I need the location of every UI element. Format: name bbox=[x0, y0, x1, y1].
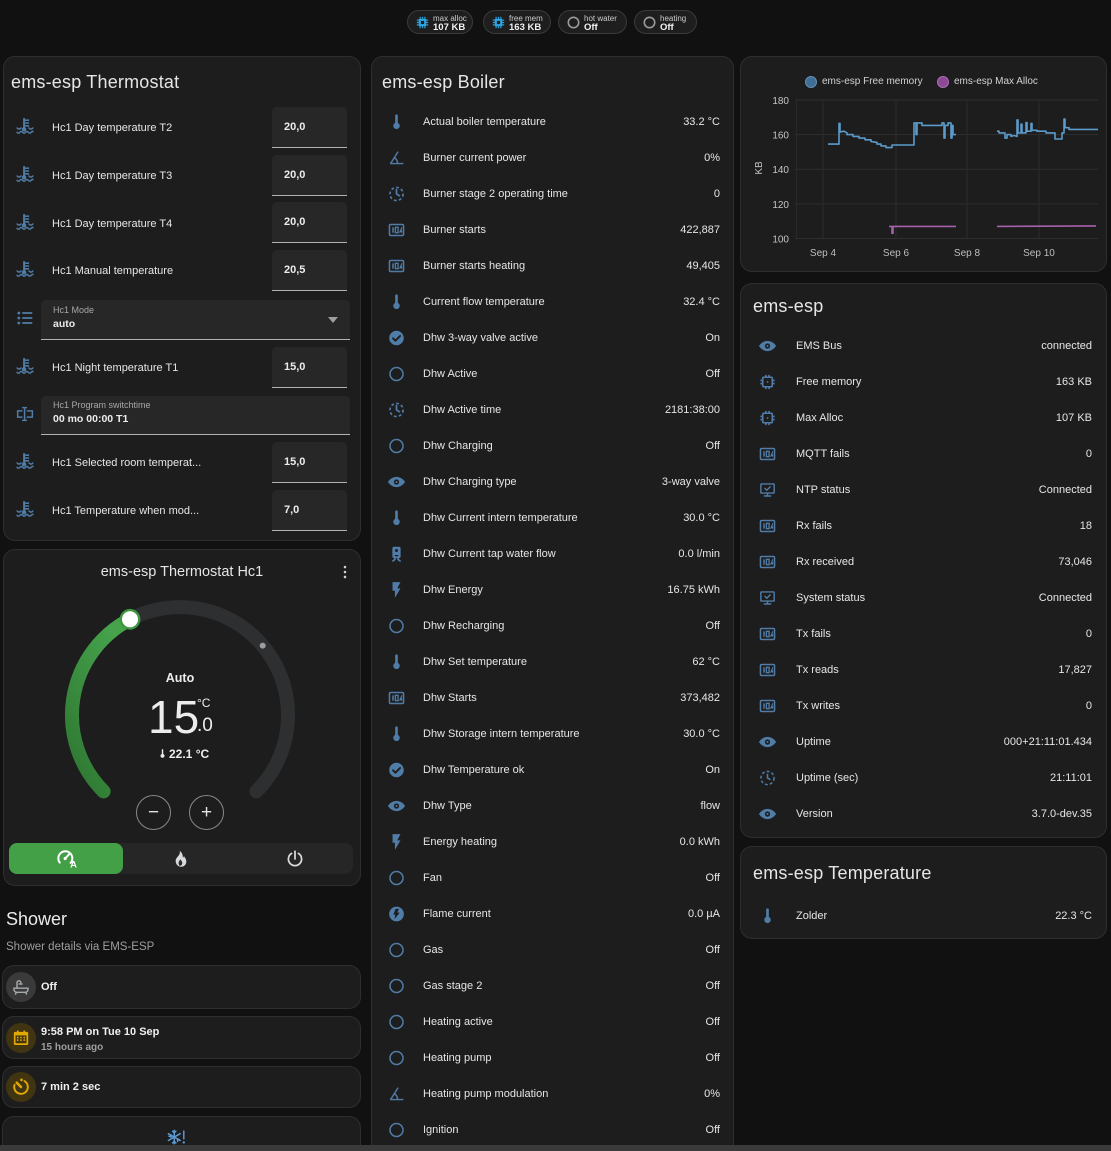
svg-text:120: 120 bbox=[772, 200, 789, 211]
svg-text:Sep 4: Sep 4 bbox=[810, 248, 837, 259]
svg-text:Sep 10: Sep 10 bbox=[1023, 248, 1055, 259]
svg-text:KB: KB bbox=[754, 161, 765, 175]
svg-text:Sep 8: Sep 8 bbox=[954, 248, 981, 259]
svg-text:Sep 6: Sep 6 bbox=[883, 248, 910, 259]
svg-text:180: 180 bbox=[772, 96, 789, 107]
svg-text:A: A bbox=[70, 859, 77, 870]
svg-text:140: 140 bbox=[772, 165, 789, 176]
svg-text:160: 160 bbox=[772, 131, 789, 142]
svg-text:100: 100 bbox=[772, 235, 789, 246]
